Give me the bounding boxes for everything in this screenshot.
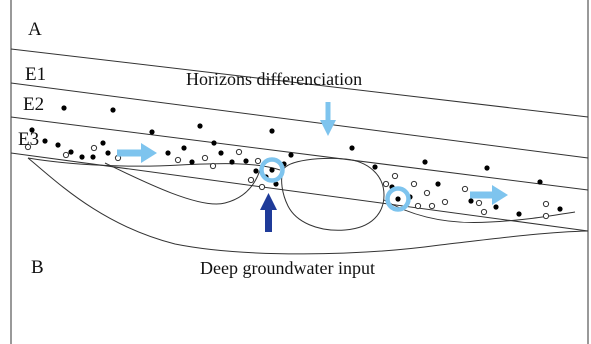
filled-dot-icon (484, 165, 490, 171)
ring-center-dot (269, 167, 275, 173)
filled-dot-icon (105, 150, 111, 156)
hollow-dot-icon (62, 151, 70, 159)
ring-right (385, 186, 411, 212)
filled-dot-icon (197, 123, 203, 129)
filled-dot-icon (288, 152, 294, 158)
arrow-icon-lateral-right (470, 185, 508, 205)
hollow-dot-icon (542, 212, 550, 220)
hollow-dot-icon (461, 185, 469, 193)
filled-dots (29, 105, 563, 217)
filled-dot-icon (61, 105, 67, 111)
ring-center-dot (395, 196, 401, 202)
hollow-dot-icon (247, 176, 255, 184)
hollow-dot-icon (480, 208, 488, 216)
central-nodule (281, 157, 385, 231)
filled-dot-icon (422, 159, 428, 165)
filled-dot-icon (229, 159, 235, 165)
boundary-e1-e2 (10, 82, 589, 159)
hollow-dot-icon (475, 199, 483, 207)
hollow-dot-icon (441, 198, 449, 206)
hollow-dot-icon (382, 180, 390, 188)
annotation-horizons-differenciation: Horizons differenciation (186, 69, 362, 89)
hollow-dot-icon (258, 183, 266, 191)
arrow-icon-down (320, 102, 336, 136)
filled-dot-icon (273, 181, 279, 187)
filled-dot-icon (110, 107, 116, 113)
filled-dot-icon (468, 198, 474, 204)
filled-dot-icon (189, 159, 195, 165)
filled-dot-icon (68, 149, 74, 155)
right-lower-curve (383, 199, 576, 224)
filled-dot-icon (211, 140, 217, 146)
filled-dot-icon (435, 181, 441, 187)
arrow-icon-lateral-left (117, 143, 157, 163)
filled-dot-icon (372, 164, 378, 170)
filled-dot-icon (516, 211, 522, 217)
filled-dot-icon (243, 158, 249, 164)
hollow-dot-icon (542, 200, 550, 208)
filled-dot-icon (181, 145, 187, 151)
boundary-e2-e3 (10, 116, 589, 191)
hollow-dot-icon (24, 143, 32, 151)
filled-dot-icon (493, 204, 499, 210)
filled-dot-icon (42, 138, 48, 144)
ring-icon (259, 157, 285, 183)
hollow-dot-icon (391, 172, 399, 180)
hollow-dot-icon (410, 180, 418, 188)
hollow-dot-icon (235, 148, 243, 156)
annotation-deep-groundwater-input: Deep groundwater input (200, 258, 375, 278)
hollow-dot-icon (174, 156, 182, 164)
ring-left (259, 157, 285, 183)
filled-dot-icon (55, 142, 61, 148)
filled-dot-icon (100, 140, 106, 146)
horizon-label-a: A (28, 19, 42, 40)
hollow-dot-icon (201, 154, 209, 162)
inner-pocket-left (104, 162, 261, 205)
filled-dot-icon (29, 127, 35, 133)
filled-dot-icon (557, 206, 563, 212)
filled-dot-icon (90, 154, 96, 160)
filled-dot-icon (269, 128, 275, 134)
horizon-label-e1: E1 (25, 64, 46, 85)
filled-dot-icon (253, 168, 259, 174)
filled-dot-icon (349, 145, 355, 151)
lens-upper (27, 157, 281, 171)
filled-dot-icon (149, 129, 155, 135)
filled-dot-icon (79, 154, 85, 160)
hollow-dot-icon (423, 189, 431, 197)
hollow-dot-icon (428, 202, 436, 210)
filled-dot-icon (165, 150, 171, 156)
e3-lower-left-curve (27, 157, 589, 255)
arrow-icon-up (260, 193, 277, 232)
filled-dot-icon (218, 150, 224, 156)
horizon-label-e3: E3 (18, 129, 39, 150)
hollow-dot-icon (209, 162, 217, 170)
ring-icon (385, 186, 411, 212)
hollow-dot-icon (90, 144, 98, 152)
horizon-label-b: B (31, 257, 44, 278)
filled-dot-icon (537, 179, 543, 185)
hollow-dots (24, 143, 550, 220)
horizon-label-e2: E2 (23, 94, 44, 115)
hollow-dot-icon (414, 202, 422, 210)
boundary-a-e1 (10, 48, 589, 118)
hollow-dot-icon (254, 157, 262, 165)
